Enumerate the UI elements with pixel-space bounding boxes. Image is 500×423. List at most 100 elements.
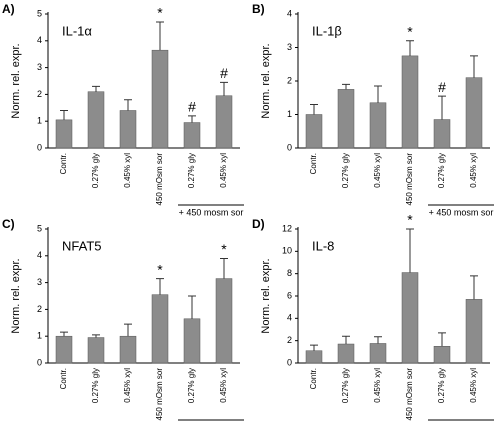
- y-tick-label: 5: [37, 8, 42, 18]
- bar: [87, 91, 105, 149]
- x-tick-label: Contr.: [59, 368, 68, 389]
- error-bar: [60, 331, 68, 337]
- error-bar: [342, 335, 350, 345]
- y-tick-label: 2: [37, 304, 42, 314]
- y-tick-label: 12: [282, 223, 292, 233]
- panel-label: B): [252, 2, 265, 16]
- y-tick-label: 2: [287, 335, 292, 345]
- panel-title: IL-8: [312, 238, 334, 253]
- bar: [183, 122, 201, 149]
- x-tick-label: Contr.: [59, 153, 68, 174]
- group-label: + 450 mosm sor: [179, 207, 244, 217]
- y-tick-label: 4: [287, 8, 292, 18]
- error-bar: [470, 275, 478, 300]
- y-tick-label: 4: [37, 35, 42, 45]
- x-tick-label: 0.45% xyl: [123, 153, 132, 188]
- significance-marker: #: [188, 99, 196, 115]
- error-bar: [220, 257, 228, 279]
- error-bar: [60, 109, 68, 120]
- bar: [305, 350, 323, 364]
- y-tick-label: 8: [287, 268, 292, 278]
- significance-marker: *: [407, 212, 413, 228]
- significance-marker: *: [221, 241, 227, 257]
- x-tick-label: 0.27% gly: [91, 153, 100, 188]
- bar: [183, 318, 201, 364]
- significance-marker: *: [157, 5, 163, 21]
- bar: [401, 55, 419, 149]
- x-tick-label: 0.45% xyl: [219, 153, 228, 188]
- x-tick-label: Contr.: [309, 153, 318, 174]
- panel-label: A): [2, 2, 15, 16]
- y-tick-label: 2: [287, 75, 292, 85]
- y-tick-label: 4: [37, 250, 42, 260]
- bar: [87, 337, 105, 364]
- error-bar: [124, 323, 132, 337]
- y-axis-label: Norm. rel. expr.: [10, 43, 22, 118]
- x-tick-label: 0.45% xyl: [469, 153, 478, 188]
- y-tick-label: 0: [37, 357, 42, 367]
- error-bar: [188, 295, 196, 319]
- panel-title: IL-1α: [62, 23, 92, 38]
- bar: [465, 77, 483, 149]
- error-bar: [92, 334, 100, 338]
- y-tick-label: 10: [282, 246, 292, 256]
- significance-marker: #: [438, 79, 446, 95]
- x-tick-label: 0.27% gly: [437, 368, 446, 403]
- x-tick-label: 0.27% gly: [341, 368, 350, 403]
- x-tick-label: 0.27% gly: [187, 153, 196, 188]
- y-axis-label: Norm. rel. expr.: [260, 258, 272, 333]
- bar: [215, 95, 233, 149]
- y-tick-label: 0: [37, 142, 42, 152]
- bar: [337, 343, 355, 364]
- x-tick-label: 0.27% gly: [437, 153, 446, 188]
- x-tick-label: 0.27% gly: [341, 153, 350, 188]
- bar: [55, 119, 73, 149]
- y-tick-label: 5: [37, 223, 42, 233]
- y-tick-label: 0: [287, 357, 292, 367]
- x-tick-label: 450 mOsm sor: [405, 368, 414, 421]
- bar: [119, 110, 137, 149]
- y-axis-label: Norm. rel. expr.: [10, 258, 22, 333]
- error-bar: [406, 40, 414, 56]
- significance-marker: *: [157, 261, 163, 277]
- bar: [55, 335, 73, 364]
- bar: [337, 89, 355, 149]
- x-tick-label: 450 mOsm sor: [405, 153, 414, 206]
- error-bar: [374, 85, 382, 103]
- y-tick-label: 4: [287, 313, 292, 323]
- error-bar: [124, 99, 132, 111]
- x-tick-label: 0.45% xyl: [123, 368, 132, 403]
- bar: [151, 294, 169, 364]
- error-bar: [470, 55, 478, 78]
- panel-label: C): [2, 217, 15, 231]
- error-bar: [156, 278, 164, 295]
- bar: [305, 114, 323, 149]
- y-axis-label: Norm. rel. expr.: [260, 43, 272, 118]
- x-tick-label: 0.27% gly: [91, 368, 100, 403]
- error-bar: [406, 228, 414, 273]
- bar: [401, 272, 419, 364]
- x-tick-label: 450 mOsm sor: [155, 153, 164, 206]
- significance-marker: #: [220, 65, 228, 81]
- bar: [215, 278, 233, 364]
- y-tick-label: 3: [287, 42, 292, 52]
- significance-marker: *: [407, 24, 413, 40]
- bar: [151, 49, 169, 149]
- panel-title: IL-1β: [312, 23, 342, 38]
- x-tick-label: 0.45% xyl: [373, 153, 382, 188]
- bar: [465, 299, 483, 364]
- x-tick-label: 0.45% xyl: [469, 368, 478, 403]
- error-bar: [188, 115, 196, 123]
- bar: [369, 343, 387, 364]
- x-tick-label: 0.45% xyl: [219, 368, 228, 403]
- error-bar: [92, 85, 100, 92]
- error-bar: [438, 332, 446, 347]
- y-tick-label: 3: [37, 277, 42, 287]
- y-tick-label: 0: [287, 142, 292, 152]
- panel-title: NFAT5: [62, 238, 102, 253]
- group-label: + 450 mosm sor: [429, 207, 494, 217]
- error-bar: [310, 103, 318, 115]
- x-tick-label: 0.45% xyl: [373, 368, 382, 403]
- error-bar: [374, 336, 382, 344]
